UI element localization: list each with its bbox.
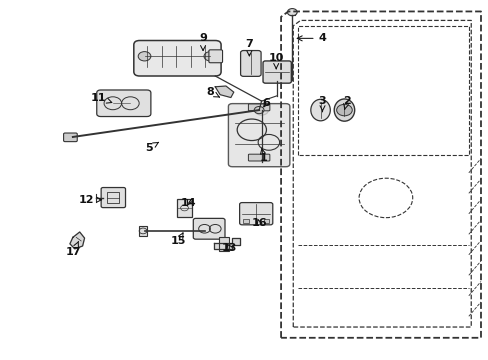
- Text: 5: 5: [145, 142, 158, 153]
- Bar: [107, 192, 119, 203]
- FancyBboxPatch shape: [240, 50, 261, 76]
- Text: 16: 16: [251, 218, 266, 228]
- Circle shape: [203, 51, 216, 61]
- FancyBboxPatch shape: [208, 50, 222, 63]
- Circle shape: [138, 51, 151, 61]
- Bar: [139, 226, 147, 235]
- Polygon shape: [215, 86, 233, 98]
- FancyBboxPatch shape: [263, 61, 291, 83]
- Text: 12: 12: [78, 195, 102, 205]
- FancyBboxPatch shape: [101, 188, 125, 208]
- Ellipse shape: [310, 99, 330, 121]
- Text: 1: 1: [260, 148, 267, 163]
- Text: 9: 9: [199, 33, 206, 50]
- Text: 14: 14: [180, 198, 196, 208]
- FancyBboxPatch shape: [248, 104, 269, 111]
- Text: 4: 4: [297, 33, 326, 43]
- Bar: [243, 220, 248, 223]
- Text: 13: 13: [222, 243, 237, 253]
- Bar: [219, 237, 228, 251]
- Text: 17: 17: [66, 241, 81, 257]
- Text: 2: 2: [342, 96, 350, 109]
- FancyBboxPatch shape: [193, 219, 224, 239]
- FancyBboxPatch shape: [248, 154, 269, 161]
- Text: 3: 3: [318, 96, 325, 112]
- FancyBboxPatch shape: [97, 90, 151, 117]
- Text: 6: 6: [262, 98, 270, 108]
- Circle shape: [336, 104, 351, 116]
- Text: 11: 11: [90, 93, 112, 103]
- Polygon shape: [70, 232, 84, 249]
- Circle shape: [254, 107, 264, 114]
- Text: 8: 8: [206, 87, 219, 97]
- Polygon shape: [214, 238, 239, 249]
- FancyBboxPatch shape: [228, 104, 289, 167]
- Circle shape: [254, 105, 268, 115]
- Text: 7: 7: [245, 39, 253, 56]
- FancyBboxPatch shape: [63, 133, 77, 141]
- Bar: [177, 199, 191, 217]
- FancyBboxPatch shape: [134, 41, 221, 76]
- Bar: [263, 220, 269, 223]
- Ellipse shape: [333, 99, 354, 121]
- FancyBboxPatch shape: [239, 203, 272, 225]
- Text: 10: 10: [268, 53, 284, 69]
- Circle shape: [287, 9, 297, 16]
- Text: 15: 15: [171, 233, 186, 246]
